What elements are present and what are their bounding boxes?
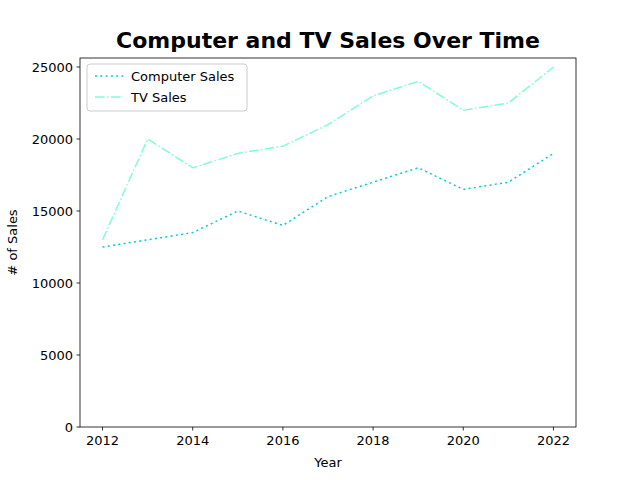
legend-swatch [95, 75, 123, 77]
x-tick-label: 2020 [447, 433, 480, 448]
x-tick [282, 427, 283, 431]
chart: Computer and TV Sales Over Time 2012 2014 2… [0, 0, 640, 480]
series-line [103, 67, 554, 240]
y-tick [77, 67, 81, 68]
y-tick-label: 20000 [32, 132, 73, 147]
y-tick [77, 355, 81, 356]
y-tick-label: 10000 [32, 276, 73, 291]
x-tick [373, 427, 374, 431]
y-tick [77, 211, 81, 212]
x-tick [463, 427, 464, 431]
background [0, 0, 640, 480]
x-axis-label: Year [313, 455, 342, 470]
title: Computer and TV Sales Over Time [116, 28, 540, 53]
series-group [103, 67, 554, 247]
y-tick-label: 15000 [32, 204, 73, 219]
legend-label: TV Sales [130, 90, 187, 105]
legend-box [87, 64, 247, 111]
x-tick-label: 2018 [357, 433, 390, 448]
series-line [103, 153, 554, 247]
x-tick [553, 427, 554, 431]
x-tick [192, 427, 193, 431]
legend: Computer Sales TV Sales [87, 64, 247, 111]
y-tick-label: 0 [65, 420, 73, 435]
y-tick [77, 427, 81, 428]
y-tick [77, 283, 81, 284]
y-tick-label: 25000 [32, 60, 73, 75]
y-axis-label: # of Sales [5, 209, 20, 276]
y-tick-label: 5000 [40, 348, 73, 363]
plot-frame [80, 58, 576, 427]
x-tick-label: 2012 [86, 433, 119, 448]
x-tick [102, 427, 103, 431]
legend-swatch [95, 96, 123, 98]
legend-label: Computer Sales [131, 69, 235, 84]
y-tick [77, 139, 81, 140]
x-tick-label: 2016 [266, 433, 299, 448]
x-tick-label: 2014 [176, 433, 209, 448]
x-tick-label: 2022 [537, 433, 570, 448]
